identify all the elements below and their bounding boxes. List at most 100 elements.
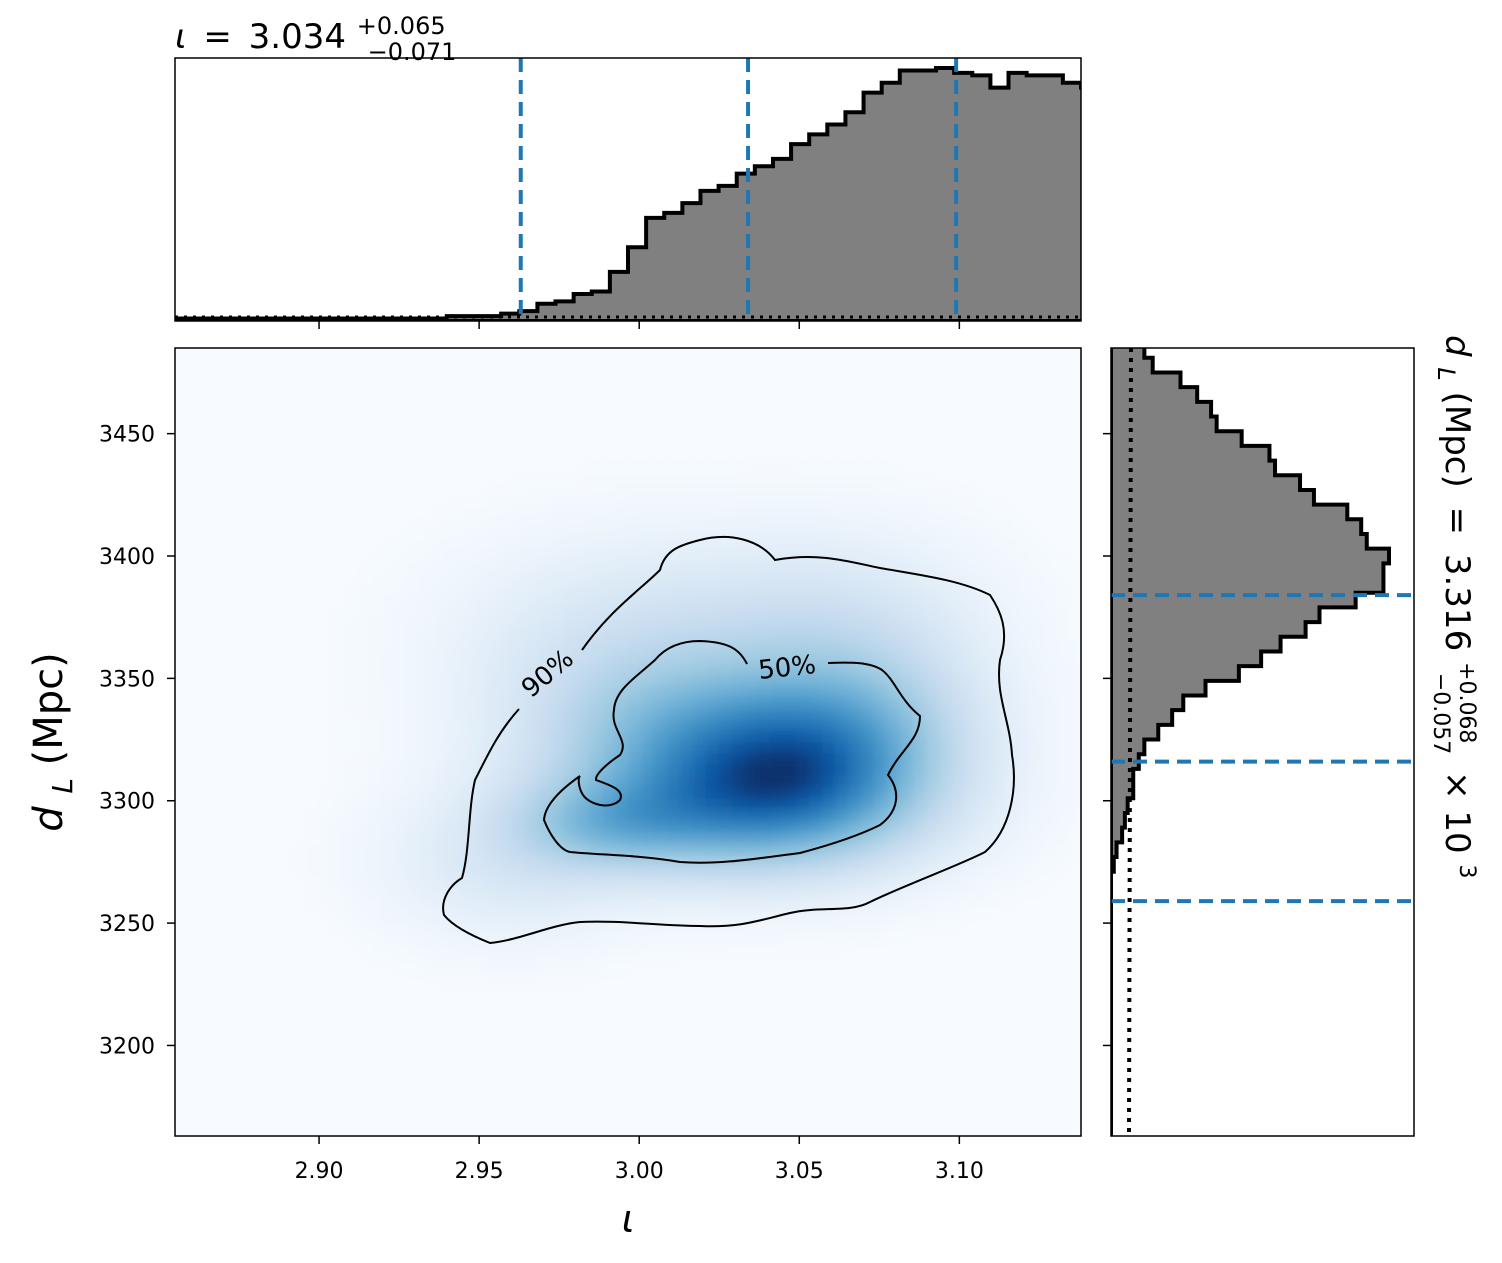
density-cell bbox=[602, 967, 616, 979]
density-cell bbox=[705, 629, 720, 642]
density-cell bbox=[602, 775, 616, 788]
density-cell bbox=[511, 809, 526, 822]
density-cell bbox=[718, 460, 733, 473]
density-cell bbox=[860, 696, 875, 709]
density-cell bbox=[433, 573, 448, 585]
density-cell bbox=[873, 606, 888, 619]
density-cell bbox=[1068, 618, 1081, 631]
density-cell bbox=[640, 730, 655, 743]
density-cell bbox=[770, 865, 784, 878]
density-cell bbox=[446, 944, 461, 957]
density-cell bbox=[395, 843, 409, 856]
density-cell bbox=[498, 606, 513, 619]
density-cell bbox=[407, 775, 422, 788]
density-cell bbox=[692, 944, 707, 957]
density-cell bbox=[330, 888, 344, 901]
density-cell bbox=[835, 483, 849, 495]
density-cell bbox=[977, 753, 991, 766]
density-cell bbox=[873, 865, 888, 878]
density-cell bbox=[899, 550, 914, 563]
density-cell bbox=[369, 663, 383, 676]
density-cell bbox=[757, 910, 771, 923]
density-cell bbox=[860, 674, 875, 687]
density-cell bbox=[653, 764, 668, 777]
density-cell bbox=[628, 877, 642, 889]
density-cell bbox=[537, 832, 551, 844]
density-cell bbox=[835, 764, 849, 777]
density-cell bbox=[964, 651, 979, 664]
density-cell bbox=[731, 832, 746, 844]
x-summary-err-minus: −0.071 bbox=[368, 38, 457, 66]
density-cell bbox=[589, 550, 603, 563]
density-cell bbox=[615, 730, 629, 743]
density-cell bbox=[382, 561, 396, 574]
density-cell bbox=[356, 618, 370, 631]
density-cell bbox=[576, 494, 590, 507]
density-cell bbox=[848, 843, 862, 856]
density-cell bbox=[640, 584, 655, 597]
density-cell bbox=[848, 696, 862, 709]
density-cell bbox=[459, 494, 474, 507]
density-cell bbox=[666, 787, 681, 799]
density-cell bbox=[692, 494, 707, 507]
density-cell bbox=[705, 561, 720, 574]
density-cell bbox=[679, 651, 694, 664]
density-cell bbox=[1029, 809, 1043, 822]
density-cell bbox=[433, 584, 448, 597]
density-cell bbox=[602, 528, 616, 540]
density-cell bbox=[511, 606, 526, 619]
density-cell bbox=[576, 832, 590, 844]
density-cell bbox=[835, 708, 849, 721]
density-cell bbox=[433, 539, 448, 552]
density-cell bbox=[420, 539, 435, 552]
density-cell bbox=[938, 685, 953, 698]
density-cell bbox=[602, 573, 616, 585]
density-cell bbox=[848, 550, 862, 563]
density-cell bbox=[459, 708, 474, 721]
top-histogram-panel: ι = 3.034 +0.065 −0.071 bbox=[174, 12, 1082, 329]
density-cell bbox=[653, 674, 668, 687]
density-cell bbox=[628, 820, 642, 833]
density-cell bbox=[744, 550, 759, 563]
density-cell bbox=[511, 910, 526, 923]
density-cell bbox=[692, 708, 707, 721]
density-cell bbox=[666, 832, 681, 844]
density-cell bbox=[459, 629, 474, 642]
density-cell bbox=[990, 753, 1004, 766]
density-cell bbox=[343, 685, 357, 698]
density-cell bbox=[576, 865, 590, 878]
density-cell bbox=[485, 528, 500, 540]
density-cell bbox=[640, 820, 655, 833]
density-cell bbox=[485, 561, 500, 574]
density-cell bbox=[822, 910, 836, 923]
density-cell bbox=[886, 708, 901, 721]
density-cell bbox=[770, 696, 784, 709]
density-cell bbox=[860, 775, 875, 788]
density-cell bbox=[783, 708, 797, 721]
density-cell bbox=[912, 730, 927, 743]
density-cell bbox=[330, 843, 344, 856]
density-cell bbox=[589, 820, 603, 833]
density-cell bbox=[951, 708, 966, 721]
density-cell bbox=[731, 922, 746, 934]
y-summary-multiplier: × 10 bbox=[1437, 771, 1477, 854]
density-cell bbox=[446, 561, 461, 574]
density-cell bbox=[615, 809, 629, 822]
density-cell bbox=[395, 674, 409, 687]
density-cell bbox=[705, 573, 720, 585]
density-cell bbox=[964, 663, 979, 676]
density-cell bbox=[640, 843, 655, 856]
density-cell bbox=[640, 708, 655, 721]
density-cell bbox=[356, 944, 370, 957]
density-cell bbox=[886, 528, 901, 540]
density-cell bbox=[304, 888, 318, 901]
density-cell bbox=[1068, 640, 1081, 653]
density-cell bbox=[369, 910, 383, 923]
density-cell bbox=[485, 483, 500, 495]
density-cell bbox=[744, 471, 759, 484]
density-cell bbox=[925, 843, 940, 856]
density-cell bbox=[1016, 539, 1030, 552]
density-cell bbox=[446, 663, 461, 676]
density-cell bbox=[563, 505, 577, 518]
density-cell bbox=[705, 606, 720, 619]
